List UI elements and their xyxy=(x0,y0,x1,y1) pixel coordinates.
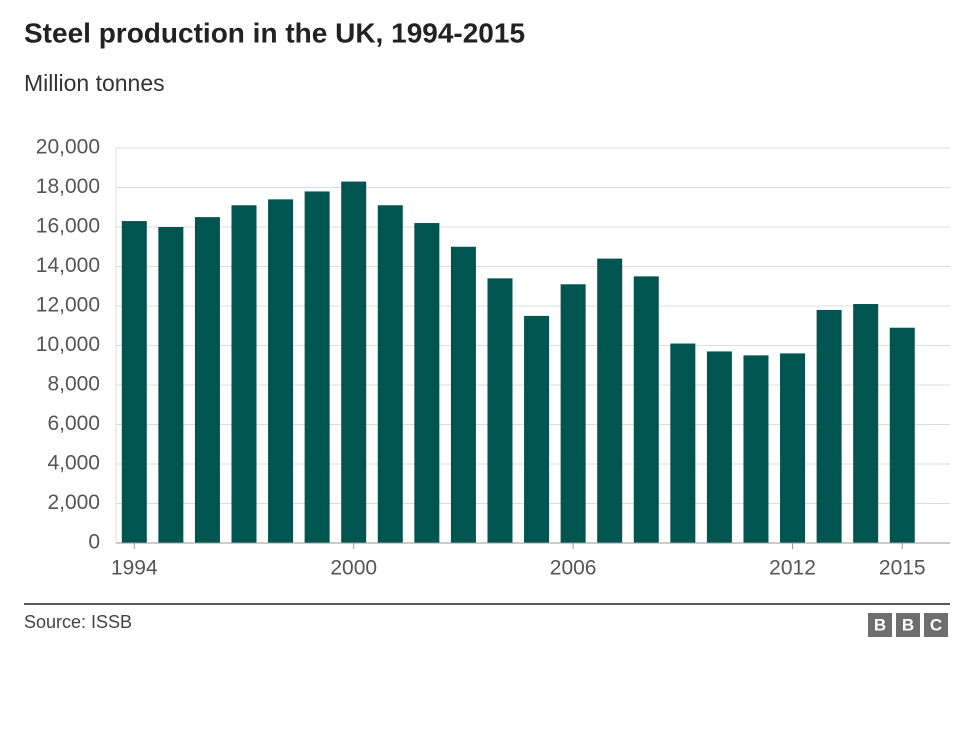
logo-block xyxy=(868,613,892,637)
y-tick-label: 14,000 xyxy=(36,254,100,277)
y-tick-label: 10,000 xyxy=(36,333,100,356)
bar xyxy=(853,304,879,543)
bar xyxy=(341,181,367,543)
y-tick-label: 2,000 xyxy=(47,491,100,514)
y-tick-label: 12,000 xyxy=(36,294,100,317)
bar xyxy=(889,327,915,543)
y-tick-label: 6,000 xyxy=(47,412,100,435)
y-tick-label: 16,000 xyxy=(36,215,100,238)
y-tick-label: 4,000 xyxy=(47,452,100,475)
bar xyxy=(304,191,330,543)
logo-block xyxy=(896,613,920,637)
bar xyxy=(816,309,842,543)
bar xyxy=(231,205,257,543)
bar xyxy=(121,221,147,543)
bar xyxy=(633,276,659,543)
logo-letter: B xyxy=(902,615,914,634)
bar xyxy=(158,227,184,543)
bar xyxy=(450,246,476,543)
y-tick-label: 8,000 xyxy=(47,373,100,396)
logo-letter: C xyxy=(930,615,942,634)
bar xyxy=(194,217,220,543)
y-tick-label: 20,000 xyxy=(36,136,100,159)
logo-block xyxy=(924,613,948,637)
bar xyxy=(268,199,294,543)
bar xyxy=(524,315,550,543)
y-tick-label: 0 xyxy=(88,531,100,554)
x-tick-label: 2006 xyxy=(550,557,597,580)
bar xyxy=(706,351,732,543)
y-tick-label: 18,000 xyxy=(36,175,100,198)
bar xyxy=(414,223,440,544)
bar xyxy=(743,355,769,543)
bar xyxy=(597,258,623,543)
x-tick-label: 1994 xyxy=(111,557,158,580)
bar xyxy=(670,343,696,543)
x-tick-label: 2015 xyxy=(879,557,926,580)
bar xyxy=(780,353,806,543)
x-tick-label: 2012 xyxy=(769,557,816,580)
bar xyxy=(560,284,586,543)
logo-letter: B xyxy=(874,615,886,634)
bar xyxy=(487,278,513,543)
source: Source: ISSB xyxy=(24,612,132,632)
x-tick-label: 2000 xyxy=(330,557,377,580)
chart-subtitle: Million tonnes xyxy=(24,70,165,96)
bar xyxy=(377,205,403,543)
chart-title: Steel production in the UK, 1994-2015 xyxy=(24,17,525,48)
